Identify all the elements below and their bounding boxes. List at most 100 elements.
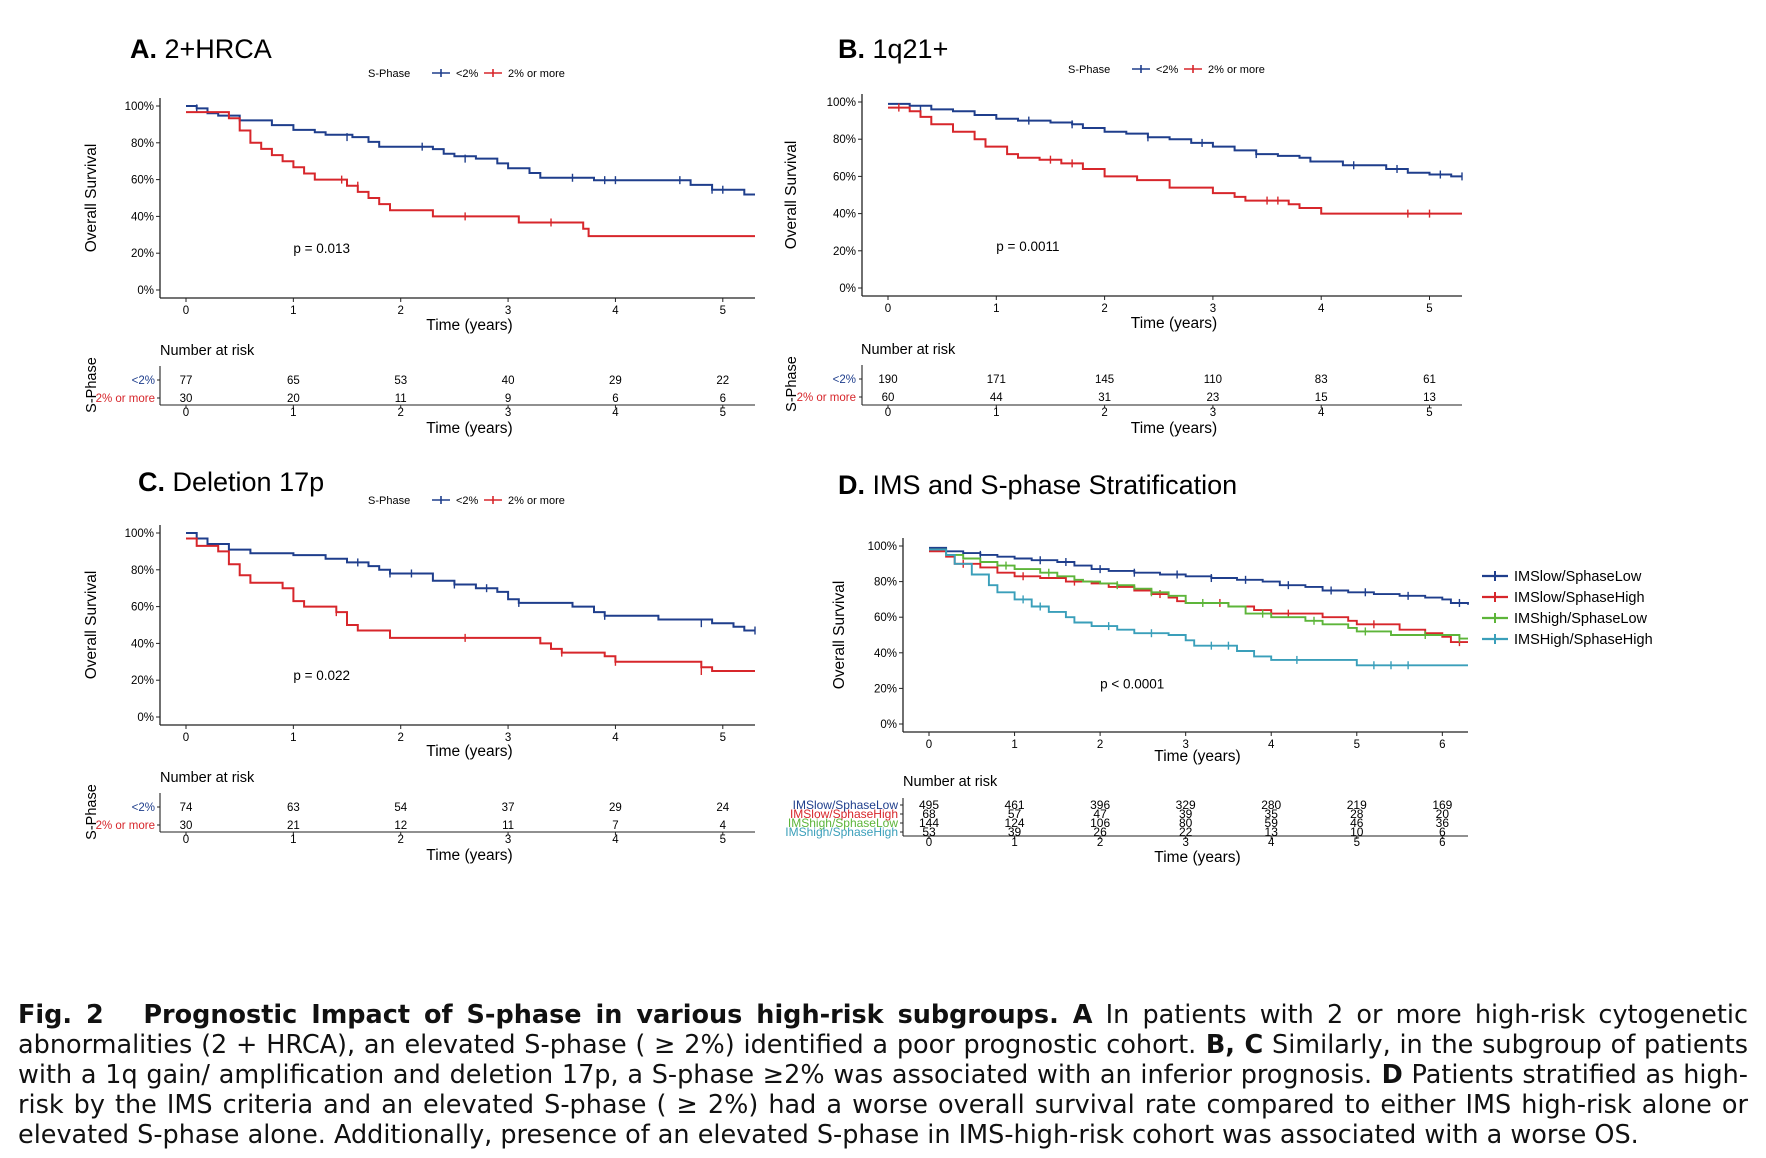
legend-title: S-Phase — [1068, 64, 1110, 76]
risk-value: 280 — [1261, 798, 1281, 812]
y-tick-label: 80% — [131, 565, 154, 577]
risk-value: 9 — [505, 393, 511, 405]
risk-x-tick-label: 3 — [505, 407, 511, 419]
y-tick-label: 60% — [874, 612, 897, 624]
risk-value: 6 — [720, 393, 726, 405]
series-line-1 — [888, 106, 1462, 215]
risk-x-tick-label: 3 — [1210, 407, 1216, 419]
risk-x-tick-label: 3 — [505, 834, 511, 846]
panel-title-text: 1q21+ — [865, 34, 948, 64]
y-tick-label: 80% — [131, 138, 154, 150]
risk-value: 145 — [1095, 374, 1114, 386]
risk-x-tick-label: 1 — [993, 407, 999, 419]
panel-letter: B. — [838, 34, 865, 64]
figure-caption: Fig. 2 Prognostic Impact of S-phase in v… — [18, 1000, 1748, 1150]
x-tick-label: 6 — [1439, 739, 1445, 751]
risk-value: 106 — [1090, 816, 1110, 830]
risk-x-tick-label: 4 — [612, 407, 619, 419]
risk-value: 461 — [1005, 798, 1025, 812]
y-tick-label: 60% — [833, 171, 856, 183]
risk-value: 110 — [1204, 374, 1222, 386]
risk-value: 35 — [1265, 807, 1279, 821]
risk-x-tick-label: 0 — [926, 837, 932, 849]
x-tick-label: 5 — [720, 305, 726, 317]
risk-value: 46 — [1350, 816, 1364, 830]
risk-table-strata-title: S-Phase — [784, 356, 800, 412]
x-tick-label: 0 — [926, 739, 932, 751]
p-value: p = 0.022 — [293, 668, 350, 683]
panel-0: A. 2+HRCA S-Phase <2% 2% or more 0% 20% 40% 60%… — [83, 34, 755, 437]
risk-x-tick-label: 5 — [720, 834, 726, 846]
x-tick-label: 2 — [1097, 739, 1103, 751]
risk-x-tick-label: 1 — [290, 834, 296, 846]
risk-value: 57 — [1008, 807, 1022, 821]
risk-row-label: 2% or more — [96, 393, 155, 405]
risk-row-label: 2% or more — [96, 820, 155, 832]
risk-value: 329 — [1176, 798, 1196, 812]
x-tick-label: 5 — [1354, 739, 1360, 751]
caption-part-bc-label: B, C — [1196, 1030, 1264, 1060]
risk-x-tick-label: 4 — [612, 834, 619, 846]
y-tick-label: 40% — [131, 638, 154, 650]
legend-label: IMSlow/SphaseLow — [1514, 569, 1642, 585]
risk-value: 54 — [394, 802, 407, 814]
risk-value: 77 — [180, 375, 193, 387]
panel-letter: D. — [838, 470, 865, 500]
risk-value: 80 — [1179, 816, 1193, 830]
caption-part-a-label: A — [1058, 1000, 1093, 1030]
risk-x-tick-label: 1 — [1011, 837, 1017, 849]
risk-x-tick-label: 2 — [398, 834, 404, 846]
x-axis-label: Time (years) — [426, 743, 512, 760]
risk-table-x-label: Time (years) — [1131, 420, 1217, 437]
risk-value: 13 — [1423, 392, 1436, 404]
x-tick-label: 2 — [1101, 303, 1107, 315]
caption-heading: Prognostic Impact of S-phase in various … — [143, 1000, 1059, 1030]
risk-value: 15 — [1315, 392, 1328, 404]
risk-value: 20 — [1436, 807, 1450, 821]
risk-value: 20 — [287, 393, 300, 405]
legend-title: S-Phase — [368, 495, 410, 507]
p-value: p = 0.013 — [293, 241, 350, 256]
x-tick-label: 2 — [398, 732, 404, 744]
risk-value: 28 — [1350, 807, 1364, 821]
risk-table-header: Number at risk — [160, 770, 255, 786]
series-line-1 — [186, 537, 755, 672]
x-tick-label: 3 — [505, 305, 511, 317]
y-tick-label: 0% — [137, 285, 154, 297]
y-tick-label: 100% — [125, 528, 154, 540]
risk-value: 63 — [287, 802, 300, 814]
risk-value: 11 — [395, 393, 407, 405]
p-value: p < 0.0001 — [1100, 676, 1164, 691]
legend-label: IMSlow/SphaseHigh — [1514, 590, 1645, 606]
risk-value: 29 — [609, 375, 622, 387]
y-tick-label: 40% — [833, 209, 856, 221]
y-tick-label: 40% — [874, 648, 897, 660]
legend-label: <2% — [456, 495, 479, 507]
risk-value: 219 — [1347, 798, 1367, 812]
risk-value: 29 — [609, 802, 622, 814]
risk-table-x-label: Time (years) — [1154, 849, 1240, 866]
risk-value: 6 — [1439, 825, 1446, 839]
x-tick-label: 4 — [612, 305, 619, 317]
panel-title: B. 1q21+ — [838, 34, 948, 64]
x-tick-label: 0 — [885, 303, 891, 315]
series-line-1 — [186, 111, 755, 238]
y-axis-label: Overall Survival — [831, 581, 848, 690]
legend-label: IMShigh/SphaseLow — [1514, 611, 1648, 627]
risk-x-tick-label: 5 — [720, 407, 726, 419]
risk-value: 396 — [1090, 798, 1110, 812]
risk-value: 144 — [919, 816, 939, 830]
risk-value: 53 — [394, 375, 407, 387]
risk-row-label: IMSlow/SphaseLow — [793, 798, 899, 812]
x-tick-label: 1 — [290, 305, 296, 317]
risk-table-header: Number at risk — [160, 343, 255, 359]
y-tick-label: 80% — [833, 134, 856, 146]
y-tick-label: 20% — [833, 246, 856, 258]
risk-x-tick-label: 0 — [183, 407, 189, 419]
risk-value: 7 — [612, 820, 618, 832]
caption-part-d-text: Patients stratified as high-risk by the … — [18, 1060, 1748, 1150]
risk-value: 30 — [180, 820, 193, 832]
y-tick-label: 40% — [131, 211, 154, 223]
risk-value: 60 — [882, 392, 895, 404]
y-tick-label: 20% — [874, 683, 897, 695]
